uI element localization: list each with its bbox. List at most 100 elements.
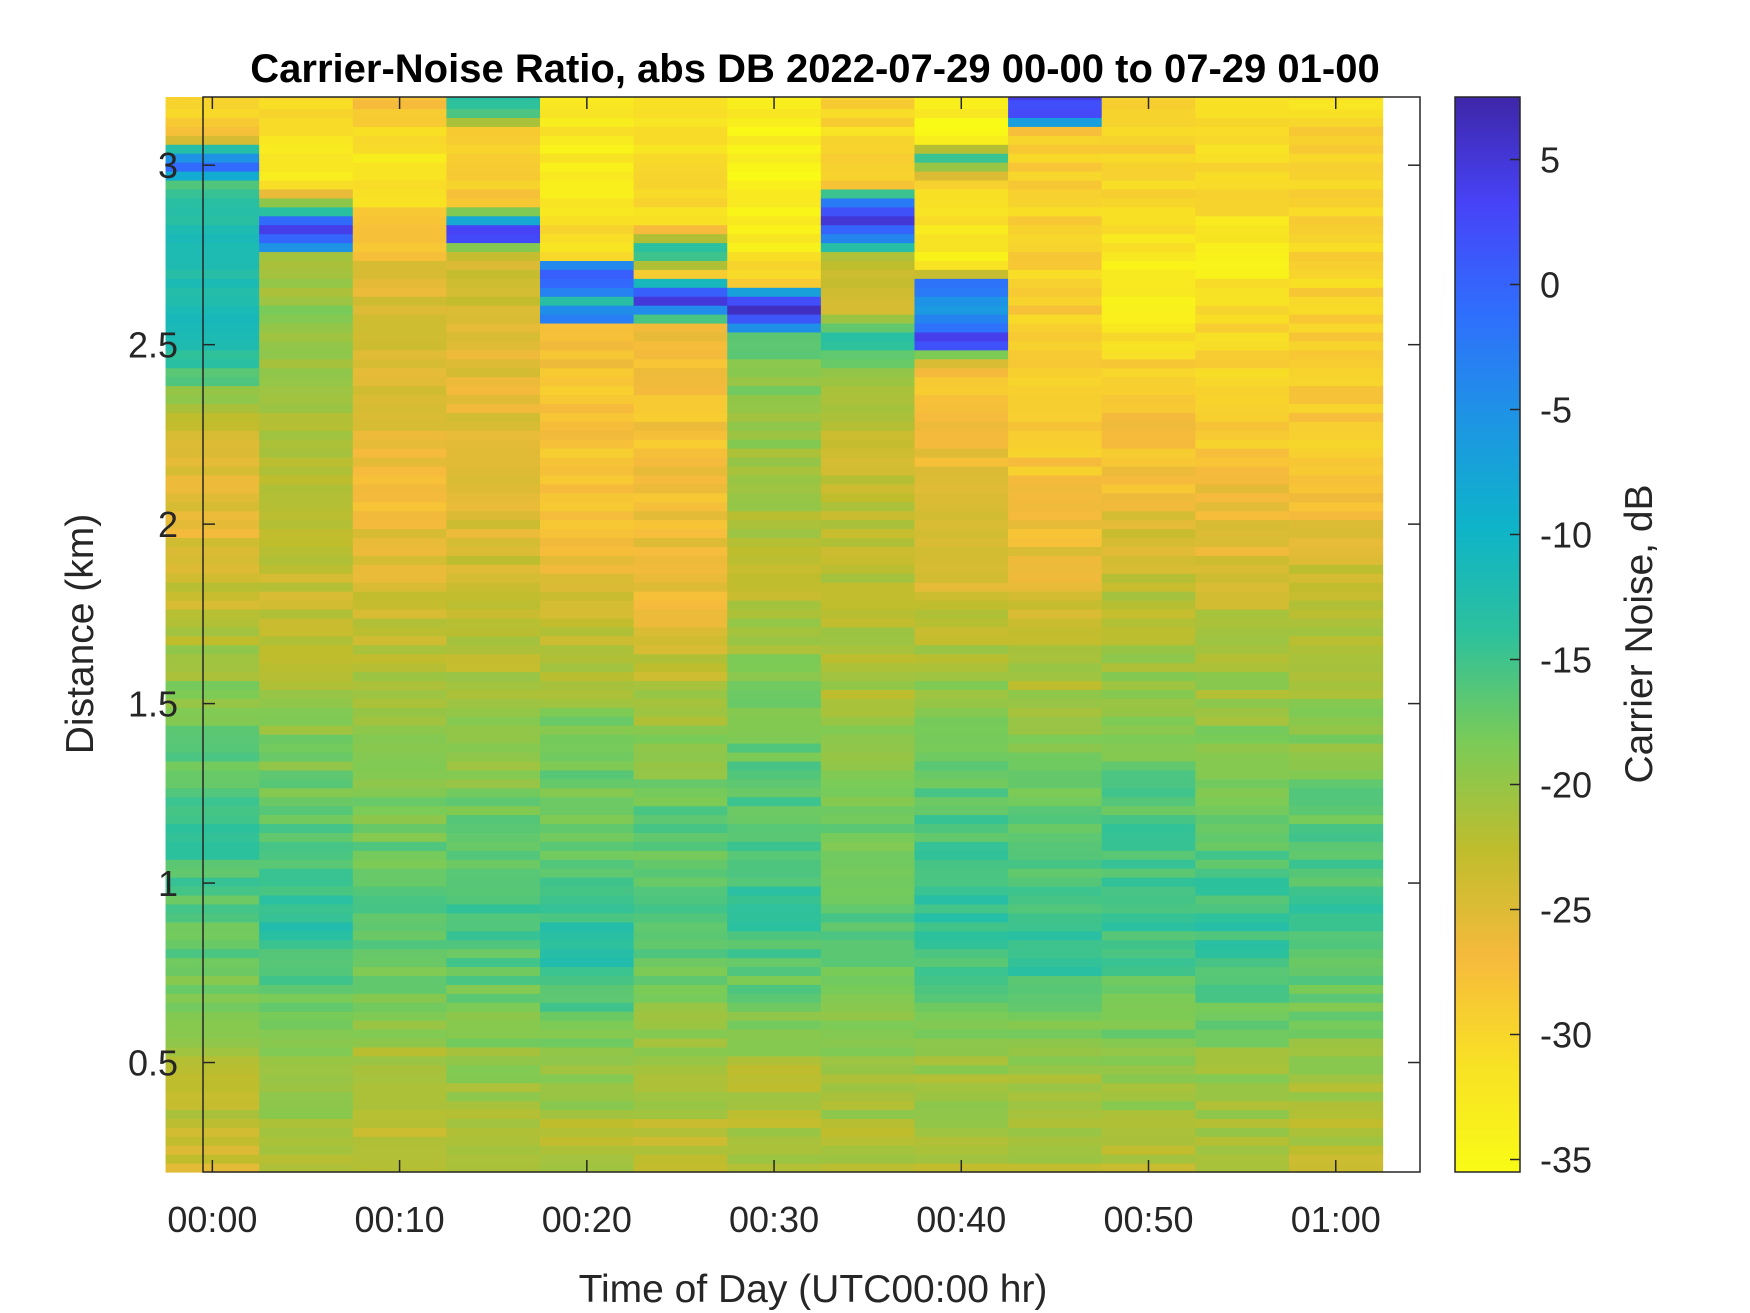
heatmap-cell (914, 751, 1009, 762)
heatmap-cell (540, 483, 635, 494)
heatmap-cell (820, 349, 916, 360)
heatmap-cell (352, 725, 447, 735)
heatmap-cell (540, 269, 635, 279)
heatmap-cell (1008, 296, 1103, 306)
heatmap-cell (540, 242, 635, 253)
heatmap-cell (446, 97, 541, 101)
heatmap-cell (1288, 1037, 1384, 1048)
heatmap-cell (1101, 206, 1196, 217)
heatmap-cell (352, 439, 447, 449)
heatmap-cell (633, 1020, 728, 1030)
heatmap-cell (540, 868, 635, 878)
heatmap-cell (1101, 1082, 1196, 1093)
heatmap-cell (1195, 608, 1290, 619)
heatmap-cell (633, 108, 728, 118)
heatmap-cell (1101, 859, 1196, 869)
heatmap-cell (259, 528, 354, 539)
heatmap-cell (1288, 832, 1384, 842)
heatmap-cell (1101, 242, 1196, 253)
heatmap-cell (727, 573, 822, 583)
heatmap-cell (446, 1163, 541, 1173)
heatmap-cell (914, 501, 1009, 512)
y-tick-label: 0.5 (128, 1043, 178, 1084)
heatmap-cell (727, 206, 822, 217)
heatmap-cell (820, 751, 916, 762)
heatmap-cell (446, 474, 541, 485)
heatmap-cell (914, 600, 1009, 610)
heatmap-cell (446, 322, 541, 333)
heatmap-cell (727, 439, 822, 449)
heatmap-cell (259, 474, 354, 485)
heatmap-cell (352, 644, 447, 655)
heatmap-cell (1195, 1002, 1290, 1012)
heatmap-cell (165, 1037, 260, 1048)
heatmap-cell (727, 1020, 822, 1030)
heatmap-cell (820, 787, 916, 798)
heatmap-cell (165, 823, 260, 833)
heatmap-cell (540, 367, 635, 378)
heatmap-cell (914, 680, 1009, 690)
heatmap-cell (165, 421, 260, 431)
heatmap-cell (540, 1020, 635, 1030)
heatmap-cell (259, 126, 354, 136)
heatmap-cell (259, 519, 354, 530)
heatmap-cell (352, 555, 447, 565)
heatmap-cell (165, 367, 260, 378)
heatmap-cell (1195, 948, 1290, 959)
heatmap-cell (727, 787, 822, 798)
heatmap-cell (914, 1073, 1009, 1084)
heatmap-cell (1101, 823, 1196, 833)
heatmap-cell (633, 564, 728, 574)
heatmap-cell (727, 546, 822, 556)
heatmap-cell (1288, 555, 1384, 565)
heatmap-cell (633, 1055, 728, 1066)
heatmap-cell (446, 367, 541, 378)
x-tick-label: 00:00 (167, 1199, 257, 1240)
heatmap-cell (259, 877, 354, 887)
heatmap-cell (1008, 1055, 1103, 1066)
heatmap-cell (1008, 349, 1103, 360)
heatmap-cell (820, 1136, 916, 1146)
heatmap-cell (820, 1091, 916, 1102)
heatmap-cell (352, 242, 447, 253)
heatmap-cell (1288, 358, 1384, 369)
heatmap-cell (259, 751, 354, 762)
heatmap-cell (727, 921, 822, 932)
heatmap-cell (633, 671, 728, 682)
heatmap-cell (1288, 188, 1384, 199)
heatmap-cell (914, 912, 1009, 923)
heatmap-cell (1008, 153, 1103, 163)
heatmap-cell (165, 894, 260, 905)
heatmap-cell (820, 474, 916, 485)
heatmap-cell (1008, 689, 1103, 699)
heatmap-cell (259, 242, 354, 253)
heatmap-cell (914, 153, 1009, 163)
heatmap-cell (540, 912, 635, 923)
heatmap-cell (727, 841, 822, 851)
heatmap-cell (446, 501, 541, 512)
heatmap-cell (1008, 671, 1103, 682)
heatmap-cell (914, 305, 1009, 315)
heatmap-cell (1195, 591, 1290, 601)
heatmap-cell (1288, 1082, 1384, 1093)
heatmap-cell (1195, 349, 1290, 360)
heatmap-cell (352, 421, 447, 431)
heatmap-cell (727, 662, 822, 673)
heatmap-cell (914, 1109, 1009, 1119)
heatmap-cell (727, 385, 822, 396)
heatmap-cell (1101, 197, 1196, 208)
heatmap-cell (259, 725, 354, 735)
heatmap-cell (727, 912, 822, 923)
heatmap-cell (1195, 1145, 1290, 1155)
heatmap-cell (1008, 1029, 1103, 1039)
heatmap-cell (914, 537, 1009, 547)
heatmap-cell (1101, 653, 1196, 664)
heatmap-cell (1288, 305, 1384, 315)
heatmap-cell (352, 1029, 447, 1039)
heatmap-cell (633, 1109, 728, 1119)
heatmap-cell (352, 1118, 447, 1128)
colorbar-tick-label: -15 (1540, 640, 1592, 681)
heatmap-cell (820, 483, 916, 494)
heatmap-cell (820, 153, 916, 163)
heatmap-cell (633, 162, 728, 172)
